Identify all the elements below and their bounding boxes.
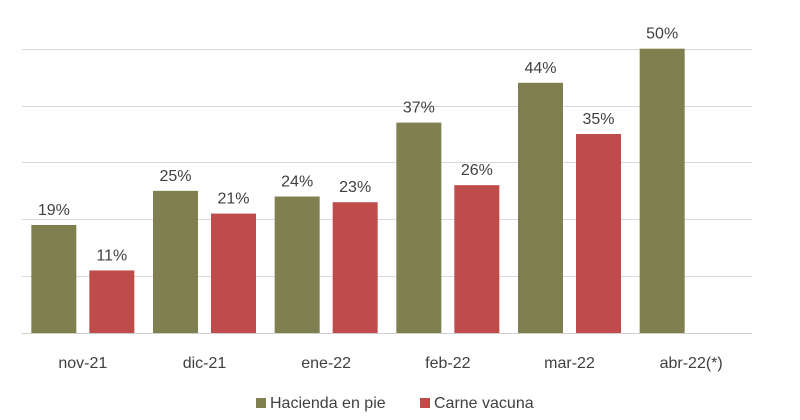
legend-item-hacienda-en-pie: Hacienda en pie bbox=[270, 395, 386, 412]
bar-carne-vacuna bbox=[89, 270, 135, 333]
bar-hacienda-en-pie bbox=[518, 82, 563, 333]
x-tick-label: ene-22 bbox=[301, 355, 351, 372]
bar-hacienda-en-pie bbox=[396, 122, 442, 333]
bar-hacienda-en-pie bbox=[153, 190, 198, 333]
bar-carne-vacuna bbox=[211, 213, 256, 333]
legend-swatch-hacienda-en-pie bbox=[256, 398, 266, 408]
data-label: 23% bbox=[339, 179, 371, 196]
bar-carne-vacuna bbox=[576, 133, 621, 333]
data-label: 25% bbox=[159, 168, 191, 185]
bar-hacienda-en-pie bbox=[31, 224, 77, 333]
bar-hacienda-en-pie bbox=[274, 196, 320, 333]
data-label: 26% bbox=[461, 162, 493, 179]
x-tick-label: abr-22(*) bbox=[660, 355, 723, 372]
x-tick-label: dic-21 bbox=[183, 355, 227, 372]
data-label: 19% bbox=[38, 202, 70, 219]
data-labels: 19% 11% 25% 21% 24% 23% 37% 26% 44% 35% 50% bbox=[38, 26, 678, 265]
legend-item-carne-vacuna: Carne vacuna bbox=[434, 395, 534, 412]
data-label: 50% bbox=[646, 26, 678, 43]
x-tick-label: mar-22 bbox=[544, 355, 595, 372]
bars bbox=[31, 48, 685, 333]
data-label: 44% bbox=[524, 60, 556, 77]
legend: Hacienda en pie Carne vacuna bbox=[256, 395, 534, 412]
data-label: 21% bbox=[217, 191, 249, 208]
x-tick-label: feb-22 bbox=[425, 355, 470, 372]
data-label: 24% bbox=[281, 174, 313, 191]
bar-carne-vacuna bbox=[454, 185, 500, 333]
bar-hacienda-en-pie bbox=[639, 48, 685, 333]
data-label: 35% bbox=[582, 111, 614, 128]
bar-carne-vacuna bbox=[332, 202, 378, 333]
gridlines bbox=[22, 49, 752, 334]
x-axis-tick-labels: nov-21 dic-21 ene-22 feb-22 mar-22 abr-22(*) bbox=[58, 355, 722, 372]
legend-swatch-carne-vacuna bbox=[420, 398, 430, 408]
x-tick-label: nov-21 bbox=[58, 355, 107, 372]
data-label: 11% bbox=[96, 247, 127, 264]
data-label: 37% bbox=[403, 100, 435, 117]
